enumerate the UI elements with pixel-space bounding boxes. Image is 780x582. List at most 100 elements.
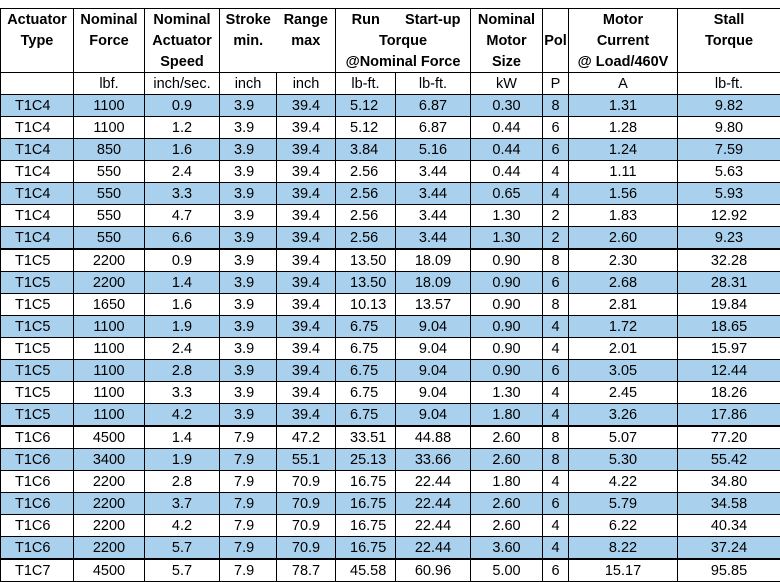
table-cell: 8 [543,294,569,316]
col-header: Stroke [220,9,277,31]
col-header: Start-up [396,9,471,31]
table-cell: 70.9 [277,471,336,493]
table-cell: 13.50 [336,272,396,294]
col-header: Force [74,30,145,51]
table-cell: 1.30 [471,227,543,250]
table-cell: 6.75 [336,360,396,382]
table-cell: 9.04 [396,338,471,360]
table-cell: T1C5 [1,249,74,272]
table-cell: 3.3 [145,183,220,205]
table-cell: 47.2 [277,426,336,449]
table-cell: 4 [543,404,569,427]
table-cell: 8.22 [569,537,678,560]
table-cell: 4 [543,183,569,205]
unit-cell: kW [471,73,543,95]
table-cell: T1C6 [1,449,74,471]
unit-cell: lb-ft. [396,73,471,95]
table-cell: 2.56 [336,227,396,250]
table-cell: 39.4 [277,139,336,161]
table-cell: T1C5 [1,316,74,338]
table-cell: 0.90 [471,360,543,382]
table-cell: 6.75 [336,316,396,338]
col-header: Nominal [145,9,220,31]
unit-cell [1,73,74,95]
table-cell: T1C6 [1,426,74,449]
unit-cell: inch/sec. [145,73,220,95]
table-cell: 2 [543,205,569,227]
table-cell: 45.58 [336,559,396,582]
table-cell: 12.92 [678,205,780,227]
table-cell: 3.9 [220,117,277,139]
table-cell: 34.80 [678,471,780,493]
unit-cell: lb-ft. [336,73,396,95]
table-cell: 12.44 [678,360,780,382]
col-header: Actuator [145,30,220,51]
table-cell: 1.9 [145,449,220,471]
col-header: @Nominal Force [336,51,471,73]
table-cell: 2200 [74,493,145,515]
table-cell: 39.4 [277,249,336,272]
units-row: lbf. inch/sec. inch inch lb-ft. lb-ft. k… [1,73,780,95]
table-cell: 4 [543,316,569,338]
table-cell: 95.85 [678,559,780,582]
table-cell: 16.75 [336,471,396,493]
col-header: Current [569,30,678,51]
table-cell: 2.45 [569,382,678,404]
table-cell: 3.3 [145,382,220,404]
table-cell: 1100 [74,316,145,338]
table-cell: 40.34 [678,515,780,537]
table-cell: 0.9 [145,95,220,117]
table-cell: 77.20 [678,426,780,449]
table-cell: 2.60 [471,515,543,537]
col-header: Motor [471,30,543,51]
table-cell: 3.9 [220,294,277,316]
table-cell: 1.56 [569,183,678,205]
table-cell: 7.9 [220,449,277,471]
clipped-title [0,0,780,8]
table-cell: 13.57 [396,294,471,316]
table-cell: 4 [543,338,569,360]
table-cell: T1C4 [1,161,74,183]
table-cell: 1100 [74,382,145,404]
header-row-2: Type Force Actuator min. max Torque Moto… [1,30,780,51]
table-cell: 2.60 [471,493,543,515]
table-cell: 4.22 [569,471,678,493]
table-cell: 3400 [74,449,145,471]
table-cell: 18.09 [396,249,471,272]
table-cell: 25.13 [336,449,396,471]
col-header: Pol [543,30,569,51]
col-header: Run [336,9,396,31]
header-row-3: Speed @Nominal Force Size @ Load/460V [1,51,780,73]
table-cell: 16.75 [336,515,396,537]
table-cell: 78.7 [277,559,336,582]
table-cell: 2200 [74,249,145,272]
table-cell: 39.4 [277,404,336,427]
table-cell: 5.7 [145,537,220,560]
unit-cell: inch [277,73,336,95]
table-cell: 5.30 [569,449,678,471]
table-cell: 2.30 [569,249,678,272]
table-cell: 4.2 [145,515,220,537]
table-cell: 7.9 [220,515,277,537]
table-cell: 6 [543,360,569,382]
table-cell: 8 [543,449,569,471]
unit-cell: A [569,73,678,95]
table-cell: 34.58 [678,493,780,515]
table-cell: 6 [543,559,569,582]
table-cell: 3.9 [220,249,277,272]
table-cell: 1.24 [569,139,678,161]
table-cell: 1.80 [471,471,543,493]
table-cell: 6.6 [145,227,220,250]
table-cell: 9.23 [678,227,780,250]
table-cell: 0.90 [471,294,543,316]
col-header: Size [471,51,543,73]
table-cell: 9.04 [396,382,471,404]
